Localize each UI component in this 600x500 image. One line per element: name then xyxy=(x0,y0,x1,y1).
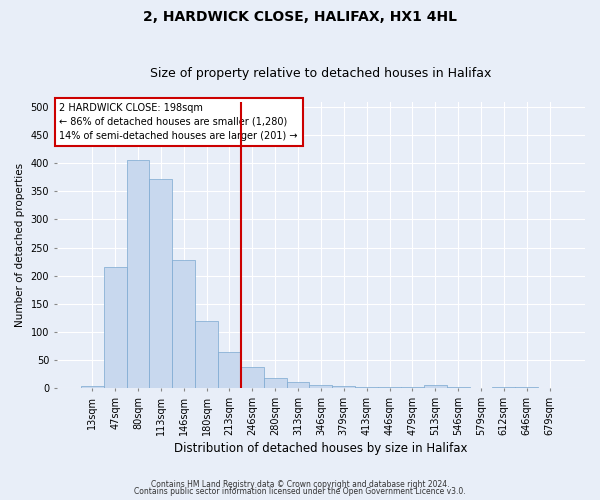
Bar xyxy=(310,384,332,388)
Y-axis label: Number of detached properties: Number of detached properties xyxy=(15,162,25,327)
Text: 2, HARDWICK CLOSE, HALIFAX, HX1 4HL: 2, HARDWICK CLOSE, HALIFAX, HX1 4HL xyxy=(143,10,457,24)
Text: 2 HARDWICK CLOSE: 198sqm
← 86% of detached houses are smaller (1,280)
14% of sem: 2 HARDWICK CLOSE: 198sqm ← 86% of detach… xyxy=(59,103,298,141)
Bar xyxy=(218,352,241,388)
Bar xyxy=(493,387,515,388)
Bar xyxy=(195,320,218,388)
Bar xyxy=(241,366,264,388)
Title: Size of property relative to detached houses in Halifax: Size of property relative to detached ho… xyxy=(150,66,491,80)
Bar xyxy=(104,267,127,388)
Bar xyxy=(127,160,149,388)
Text: Contains HM Land Registry data © Crown copyright and database right 2024.: Contains HM Land Registry data © Crown c… xyxy=(151,480,449,489)
X-axis label: Distribution of detached houses by size in Halifax: Distribution of detached houses by size … xyxy=(174,442,467,455)
Bar xyxy=(149,179,172,388)
Bar xyxy=(424,384,446,388)
Bar xyxy=(287,382,310,388)
Bar xyxy=(264,378,287,388)
Bar xyxy=(81,386,104,388)
Bar xyxy=(332,386,355,388)
Text: Contains public sector information licensed under the Open Government Licence v3: Contains public sector information licen… xyxy=(134,488,466,496)
Bar xyxy=(172,260,195,388)
